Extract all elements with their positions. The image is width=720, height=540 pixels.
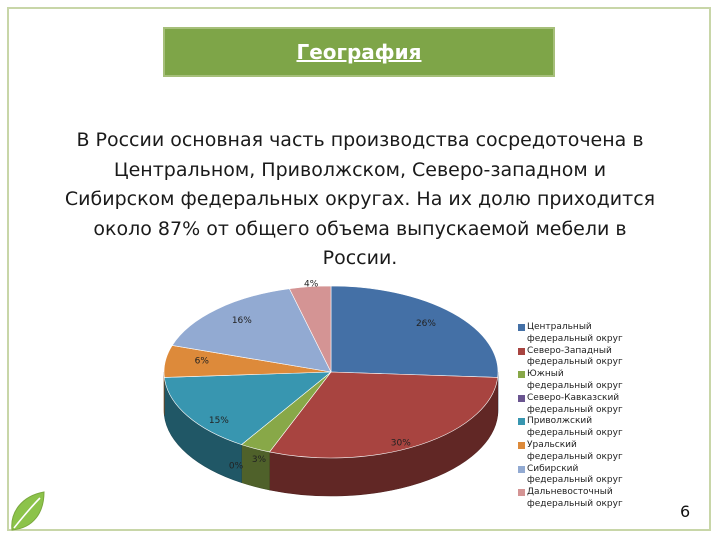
pie-slice-0 (330, 285, 499, 378)
slide-frame (7, 7, 711, 531)
legend-item-5: Уральский федеральный округ (518, 440, 628, 464)
pie-label-6: 16% (232, 316, 252, 326)
body-paragraph: В России основная часть производства сос… (64, 129, 656, 269)
pie-slice-1 (268, 371, 499, 459)
pie-label-5: 6% (195, 357, 210, 367)
title-bar: География (163, 27, 555, 77)
pie-slice-6 (171, 288, 332, 373)
legend-item-1: Северо-Западный федеральный округ (518, 346, 628, 370)
pie-label-1: 30% (391, 439, 411, 449)
pie-label-2: 3% (252, 455, 267, 465)
legend-swatch-0 (518, 324, 525, 331)
pie-label-7: 4% (304, 279, 319, 289)
legend-label-7: Дальневосточный федеральный округ (527, 487, 623, 509)
legend-item-6: Сибирский федеральный округ (518, 464, 628, 488)
legend-label-3: Северо-Кавказский федеральный округ (527, 392, 623, 415)
pie-label-4: 15% (209, 416, 229, 426)
legend-item-0: Центральный федеральный округ (518, 322, 628, 346)
legend-item-7: Дальневосточный федеральный округ (518, 487, 628, 511)
slide-title: География (296, 40, 422, 64)
legend-label-1: Северо-Западный федеральный округ (527, 345, 623, 368)
leaf-icon (11, 491, 45, 531)
page-number: 6 (680, 502, 691, 521)
pie-label-0: 26% (416, 319, 436, 329)
legend-label-2: Южный федеральный округ (527, 369, 623, 391)
legend-swatch-6 (518, 465, 525, 473)
legend-item-3: Северо-Кавказский федеральный округ (518, 393, 628, 417)
legend-label-6: Сибирский федеральный округ (527, 463, 623, 486)
legend-swatch-3 (518, 394, 525, 402)
pie-slice-4 (163, 371, 332, 445)
pie-labels: 26% 30% 3% 0% 15% 6% 16% 4% (195, 279, 437, 471)
legend-swatch-5 (518, 441, 525, 449)
pie-slice-7 (289, 285, 332, 373)
legend-swatch-7 (518, 489, 525, 497)
legend-label-0: Центральный федеральный округ (527, 322, 623, 344)
legend-swatch-1 (518, 347, 525, 355)
legend-label-5: Уральский федеральный округ (527, 439, 623, 462)
legend-swatch-2 (518, 371, 525, 379)
pie-side-2 (241, 444, 270, 491)
pie-label-3: 0% (229, 461, 244, 471)
pie-top (163, 285, 499, 459)
legend-swatch-4 (518, 418, 525, 426)
legend-item-2: Южный федеральный округ (518, 369, 628, 393)
legend-label-4: Приволжский федеральный округ (527, 416, 623, 439)
chart-legend: Центральный федеральный округ Северо-Зап… (518, 322, 628, 511)
legend-item-4: Приволжский федеральный округ (518, 416, 628, 440)
